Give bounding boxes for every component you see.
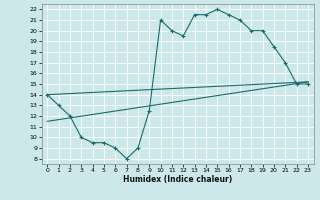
X-axis label: Humidex (Indice chaleur): Humidex (Indice chaleur) xyxy=(123,175,232,184)
